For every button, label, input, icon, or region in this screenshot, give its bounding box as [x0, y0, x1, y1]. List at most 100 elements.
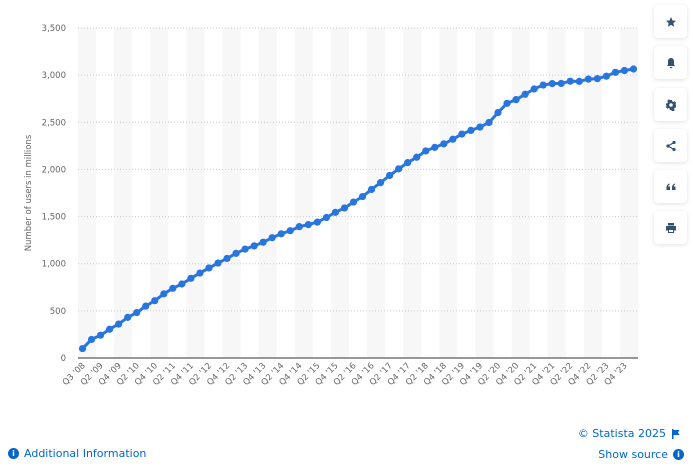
band [619, 28, 638, 358]
data-point[interactable] [304, 220, 312, 229]
data-point[interactable] [96, 331, 105, 339]
data-point[interactable] [331, 208, 340, 216]
data-point[interactable] [386, 171, 394, 180]
info-icon: i [673, 449, 684, 460]
data-point[interactable] [620, 66, 629, 75]
data-point[interactable] [268, 234, 276, 242]
star-icon [665, 16, 676, 27]
data-point[interactable] [295, 223, 303, 231]
gridlines [78, 27, 638, 312]
y-tick-label: 3,500 [42, 24, 66, 34]
data-point[interactable] [286, 227, 294, 235]
data-point[interactable] [539, 81, 547, 89]
data-point[interactable] [78, 344, 87, 353]
data-point[interactable] [340, 204, 349, 212]
data-point[interactable] [503, 99, 511, 107]
data-point[interactable] [602, 72, 610, 80]
data-point[interactable] [557, 79, 565, 88]
data-point[interactable] [277, 230, 285, 238]
data-point[interactable] [629, 65, 638, 73]
data-point[interactable] [322, 213, 330, 222]
data-point[interactable] [512, 96, 520, 104]
band [475, 28, 494, 358]
data-point[interactable] [259, 238, 267, 246]
data-point[interactable] [548, 80, 556, 88]
y-tick-label: 1,000 [42, 260, 66, 270]
band [114, 28, 133, 358]
data-point[interactable] [187, 274, 195, 282]
data-point[interactable] [115, 320, 123, 328]
data-point[interactable] [232, 249, 240, 257]
data-point[interactable] [422, 147, 430, 155]
band [294, 28, 313, 358]
settings-button[interactable] [654, 88, 687, 121]
data-point[interactable] [367, 185, 376, 194]
data-point[interactable] [413, 153, 421, 161]
data-point[interactable] [530, 85, 538, 93]
y-tick-label: 2,500 [42, 118, 66, 128]
print-button[interactable] [654, 211, 687, 244]
data-point[interactable] [142, 302, 150, 310]
data-point[interactable] [476, 123, 484, 131]
bell-icon [666, 57, 675, 68]
band [222, 28, 241, 358]
data-point[interactable] [169, 284, 177, 292]
data-point[interactable] [431, 143, 439, 151]
data-point[interactable] [223, 254, 231, 263]
gear-icon [665, 98, 676, 111]
data-point[interactable] [241, 245, 249, 253]
y-tick-label: 3,000 [42, 71, 66, 81]
data-point[interactable] [124, 313, 132, 321]
share-icon [665, 140, 676, 151]
data-point[interactable] [404, 159, 412, 167]
data-point[interactable] [376, 179, 385, 187]
data-point[interactable] [133, 308, 141, 317]
data-point[interactable] [160, 290, 168, 298]
data-point[interactable] [449, 135, 457, 143]
flag-icon [672, 428, 680, 439]
band [403, 28, 422, 358]
data-point[interactable] [250, 242, 258, 250]
data-point[interactable] [87, 335, 96, 344]
quote-icon [666, 183, 675, 190]
info-icon: i [8, 448, 19, 459]
data-point[interactable] [440, 140, 448, 148]
data-point[interactable] [106, 325, 114, 333]
data-point[interactable] [485, 118, 493, 127]
data-point[interactable] [349, 198, 358, 206]
data-point[interactable] [467, 126, 475, 134]
statista-copyright-link[interactable]: © Statista 2025 [578, 427, 680, 440]
data-point[interactable] [151, 297, 159, 305]
data-point[interactable] [566, 77, 574, 85]
copyright-label: © Statista 2025 [577, 427, 666, 440]
data-point[interactable] [178, 280, 186, 288]
data-point[interactable] [358, 192, 367, 201]
band [511, 28, 530, 358]
y-tick-label: 1,500 [42, 213, 66, 223]
data-point[interactable] [494, 108, 502, 117]
data-point[interactable] [214, 259, 222, 267]
data-point[interactable] [196, 269, 204, 277]
data-point[interactable] [584, 75, 592, 83]
notification-button[interactable] [654, 46, 687, 79]
show-source-link[interactable]: Show source i [598, 448, 684, 461]
data-point[interactable] [593, 75, 601, 83]
data-point[interactable] [521, 90, 529, 98]
data-point[interactable] [205, 264, 213, 272]
favorite-button[interactable] [654, 5, 687, 38]
data-point[interactable] [611, 68, 620, 76]
data-point[interactable] [395, 165, 403, 173]
alternating-bands [78, 28, 638, 358]
additional-information-link[interactable]: i Additional Information [8, 447, 146, 460]
print-icon [665, 222, 676, 233]
data-series [78, 65, 638, 353]
band [547, 28, 566, 358]
cite-button[interactable] [654, 170, 687, 203]
share-button[interactable] [654, 129, 687, 162]
y-axis-ticks: 0 500 1,000 1,500 2,000 2,500 3,000 3,500 [42, 24, 66, 364]
data-point[interactable] [313, 218, 321, 226]
data-point[interactable] [458, 130, 466, 138]
data-point[interactable] [575, 77, 583, 85]
y-axis-label: Number of users in millions [24, 134, 34, 251]
